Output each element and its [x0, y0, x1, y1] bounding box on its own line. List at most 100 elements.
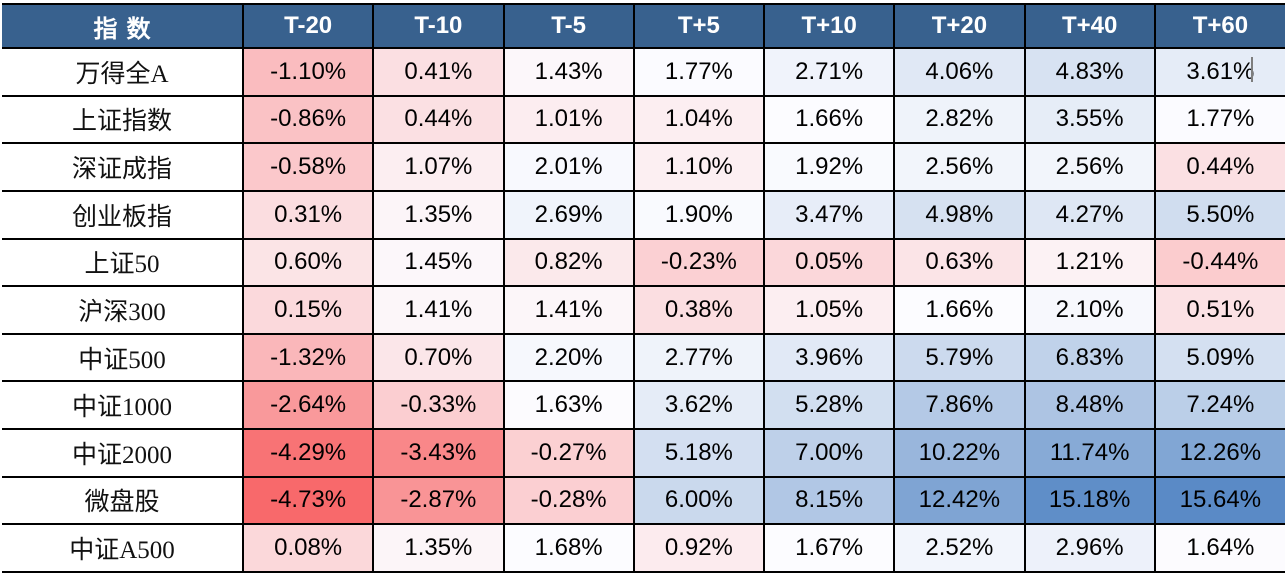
value-cell[interactable]: 4.27% — [1023, 189, 1156, 240]
value-cell[interactable]: -2.64% — [241, 380, 375, 430]
value-cell[interactable]: 2.77% — [632, 332, 766, 383]
row-header[interactable]: 创业板指 — [2, 189, 244, 240]
value-cell[interactable]: 0.38% — [632, 285, 766, 335]
value-cell[interactable]: 0.08% — [241, 523, 375, 573]
value-cell[interactable]: -2.87% — [372, 475, 505, 526]
value-cell[interactable]: 1.64% — [1153, 523, 1285, 573]
value-cell[interactable]: 0.44% — [1153, 142, 1285, 192]
value-cell[interactable]: 8.48% — [1023, 380, 1156, 430]
value-cell[interactable]: 1.10% — [632, 142, 766, 192]
value-cell[interactable]: 15.18% — [1023, 475, 1156, 526]
row-header[interactable]: 中证500 — [2, 332, 244, 383]
value-cell[interactable]: 2.82% — [893, 94, 1026, 145]
column-header-tminus20[interactable]: T-20 — [241, 3, 375, 49]
value-cell[interactable]: 4.98% — [893, 189, 1026, 240]
value-cell[interactable]: 2.52% — [893, 523, 1026, 573]
row-header[interactable]: 中证A500 — [2, 523, 244, 573]
value-cell[interactable]: 12.42% — [893, 475, 1026, 526]
value-cell[interactable]: 2.56% — [893, 142, 1026, 192]
value-cell[interactable]: 0.05% — [762, 237, 896, 288]
value-cell[interactable]: 2.96% — [1023, 523, 1156, 573]
value-cell[interactable]: -0.27% — [502, 428, 635, 478]
value-cell[interactable]: -0.23% — [632, 237, 766, 288]
value-cell[interactable]: 1.68% — [502, 523, 635, 573]
value-cell[interactable]: -1.10% — [241, 47, 375, 97]
row-header[interactable]: 沪深300 — [2, 285, 244, 335]
value-cell[interactable]: 0.51% — [1153, 285, 1285, 335]
value-cell[interactable]: 1.35% — [372, 189, 505, 240]
value-cell[interactable]: -0.33% — [372, 380, 505, 430]
value-cell[interactable]: 5.18% — [632, 428, 766, 478]
value-cell[interactable]: 3.61% — [1153, 47, 1285, 97]
value-cell[interactable]: 0.41% — [372, 47, 505, 97]
value-cell[interactable]: 2.71% — [762, 47, 896, 97]
row-header[interactable]: 中证1000 — [2, 380, 244, 430]
value-cell[interactable]: 4.83% — [1023, 47, 1156, 97]
value-cell[interactable]: -0.28% — [502, 475, 635, 526]
value-cell[interactable]: -3.43% — [372, 428, 505, 478]
value-cell[interactable]: 1.41% — [502, 285, 635, 335]
value-cell[interactable]: 5.79% — [893, 332, 1026, 383]
value-cell[interactable]: 3.47% — [762, 189, 896, 240]
value-cell[interactable]: 3.55% — [1023, 94, 1156, 145]
value-cell[interactable]: 0.70% — [372, 332, 505, 383]
column-header-tplus10[interactable]: T+10 — [762, 3, 896, 49]
value-cell[interactable]: 8.15% — [762, 475, 896, 526]
value-cell[interactable]: 7.24% — [1153, 380, 1285, 430]
row-header[interactable]: 上证50 — [2, 237, 244, 288]
value-cell[interactable]: 2.69% — [502, 189, 635, 240]
row-header[interactable]: 微盘股 — [2, 475, 244, 526]
value-cell[interactable]: 1.66% — [762, 94, 896, 145]
value-cell[interactable]: 0.31% — [241, 189, 375, 240]
value-cell[interactable]: 0.63% — [893, 237, 1026, 288]
value-cell[interactable]: -4.73% — [241, 475, 375, 526]
value-cell[interactable]: 1.05% — [762, 285, 896, 335]
column-header-tplus60[interactable]: T+60 — [1153, 3, 1285, 49]
column-header-tplus40[interactable]: T+40 — [1023, 3, 1156, 49]
value-cell[interactable]: 1.77% — [1153, 94, 1285, 145]
row-header[interactable]: 深证成指 — [2, 142, 244, 192]
column-header-tplus5[interactable]: T+5 — [632, 3, 766, 49]
value-cell[interactable]: 2.10% — [1023, 285, 1156, 335]
value-cell[interactable]: 2.20% — [502, 332, 635, 383]
value-cell[interactable]: 1.45% — [372, 237, 505, 288]
value-cell[interactable]: 1.92% — [762, 142, 896, 192]
column-header-tminus5[interactable]: T-5 — [502, 3, 635, 49]
value-cell[interactable]: 1.67% — [762, 523, 896, 573]
value-cell[interactable]: -4.29% — [241, 428, 375, 478]
value-cell[interactable]: 0.82% — [502, 237, 635, 288]
value-cell[interactable]: 1.66% — [893, 285, 1026, 335]
value-cell[interactable]: -0.44% — [1153, 237, 1285, 288]
value-cell[interactable]: 1.43% — [502, 47, 635, 97]
value-cell[interactable]: 2.56% — [1023, 142, 1156, 192]
value-cell[interactable]: 12.26% — [1153, 428, 1285, 478]
row-header[interactable]: 万得全A — [2, 47, 244, 97]
column-header-tplus20[interactable]: T+20 — [893, 3, 1026, 49]
row-header[interactable]: 中证2000 — [2, 428, 244, 478]
value-cell[interactable]: 3.62% — [632, 380, 766, 430]
value-cell[interactable]: 5.28% — [762, 380, 896, 430]
value-cell[interactable]: 1.90% — [632, 189, 766, 240]
value-cell[interactable]: 1.63% — [502, 380, 635, 430]
value-cell[interactable]: 11.74% — [1023, 428, 1156, 478]
value-cell[interactable]: 1.41% — [372, 285, 505, 335]
value-cell[interactable]: 1.01% — [502, 94, 635, 145]
value-cell[interactable]: 1.07% — [372, 142, 505, 192]
value-cell[interactable]: 0.60% — [241, 237, 375, 288]
value-cell[interactable]: 6.00% — [632, 475, 766, 526]
value-cell[interactable]: 4.06% — [893, 47, 1026, 97]
value-cell[interactable]: 7.86% — [893, 380, 1026, 430]
value-cell[interactable]: 3.96% — [762, 332, 896, 383]
column-header-index[interactable]: 指数 — [2, 3, 244, 49]
value-cell[interactable]: -1.32% — [241, 332, 375, 383]
value-cell[interactable]: 0.92% — [632, 523, 766, 573]
value-cell[interactable]: 5.09% — [1153, 332, 1285, 383]
value-cell[interactable]: 1.77% — [632, 47, 766, 97]
value-cell[interactable]: 7.00% — [762, 428, 896, 478]
value-cell[interactable]: 6.83% — [1023, 332, 1156, 383]
value-cell[interactable]: 0.15% — [241, 285, 375, 335]
column-header-tminus10[interactable]: T-10 — [372, 3, 505, 49]
value-cell[interactable]: 1.21% — [1023, 237, 1156, 288]
value-cell[interactable]: 1.35% — [372, 523, 505, 573]
value-cell[interactable]: 5.50% — [1153, 189, 1285, 240]
